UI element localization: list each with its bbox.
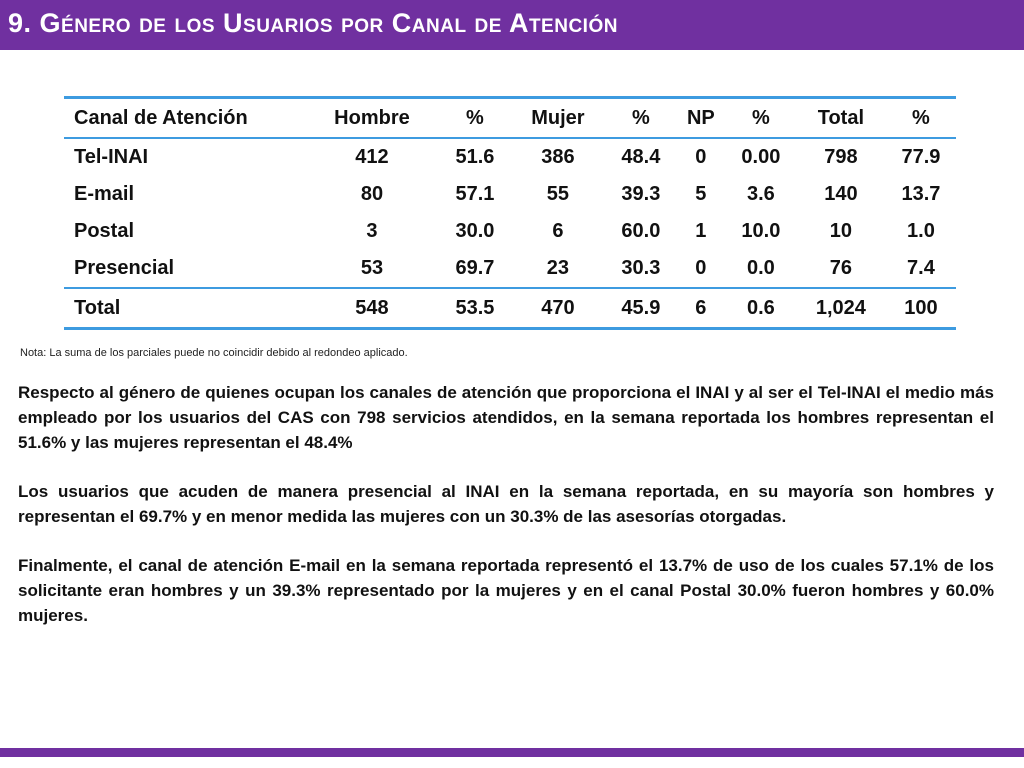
table-cell: 0.6 <box>725 287 796 327</box>
table-cell: 0.00 <box>741 146 781 168</box>
table-cell: 39.3 <box>621 183 661 205</box>
column-header: % <box>885 99 956 139</box>
table-cell: 0 <box>695 257 707 279</box>
table-cell: 48.4 <box>621 146 661 168</box>
table-cell: 798 <box>824 146 858 168</box>
table-cell: 6 <box>552 220 564 242</box>
table-cell: 1 <box>695 220 707 242</box>
table-cell: 386 <box>541 146 575 168</box>
table-cell: 0 <box>695 146 707 168</box>
table-cell: 7.4 <box>907 257 935 279</box>
table-cell: 60.0 <box>621 220 661 242</box>
column-header: Total <box>795 99 886 139</box>
table-cell: Presencial <box>74 257 175 279</box>
data-table: Canal de Atención Hombre % Mujer % NP % … <box>64 99 956 327</box>
table-cell: Tel-INAI <box>74 146 149 168</box>
paragraph: Respecto al género de quienes ocupan los… <box>18 383 994 452</box>
table-cell: 1,024 <box>795 287 886 327</box>
table-header-row: Canal de Atención Hombre % Mujer % NP % … <box>64 99 956 139</box>
table-cell: 0.0 <box>746 257 775 279</box>
table-cell: E-mail <box>74 183 135 205</box>
column-header: Mujer <box>509 99 606 139</box>
table-cell: 77.9 <box>901 146 941 168</box>
table-cell: 30.3 <box>621 257 661 279</box>
table-cell: 57.1 <box>455 183 495 205</box>
table-row: E-mail 80 57.1 55 39.3 5 3.6 140 13.7 <box>64 176 956 213</box>
table-cell: 548 <box>304 287 440 327</box>
table-cell: 5 <box>695 183 707 205</box>
table-cell: 1.0 <box>907 220 935 242</box>
table-cell: 53 <box>360 257 384 279</box>
column-header: % <box>725 99 796 139</box>
table-cell: 13.7 <box>901 183 941 205</box>
table-total-row: Total 548 53.5 470 45.9 6 0.6 1,024 100 <box>64 287 956 327</box>
table-note: Nota: La suma de los parciales puede no … <box>20 347 408 359</box>
table-row: Postal 3 30.0 6 60.0 1 10.0 10 1.0 <box>64 213 956 250</box>
table-cell: 470 <box>509 287 606 327</box>
table-cell: 23 <box>546 257 570 279</box>
table-cell: 6 <box>675 287 726 327</box>
bottom-bar <box>0 748 1024 757</box>
column-header: % <box>439 99 510 139</box>
table-row: Presencial 53 69.7 23 30.3 0 0.0 76 7.4 <box>64 250 956 288</box>
table-cell: 140 <box>824 183 858 205</box>
column-header: Canal de Atención <box>64 99 304 139</box>
body-text: Respecto al género de quienes ocupan los… <box>18 380 994 652</box>
table-cell: 30.0 <box>455 220 495 242</box>
table-cell: 55 <box>546 183 570 205</box>
table-cell: 100 <box>885 287 956 327</box>
table-cell: 10.0 <box>741 220 781 242</box>
page-title: 9. Género de los Usuarios por Canal de A… <box>8 8 618 38</box>
table-cell: 80 <box>360 183 384 205</box>
table-cell: 69.7 <box>455 257 495 279</box>
table-cell: 51.6 <box>455 146 495 168</box>
table-cell: 3.6 <box>746 183 775 205</box>
table-cell: 53.5 <box>439 287 510 327</box>
paragraph: Finalmente, el canal de atención E-mail … <box>18 556 994 625</box>
paragraph: Los usuarios que acuden de manera presen… <box>18 482 994 526</box>
gender-channel-table: Canal de Atención Hombre % Mujer % NP % … <box>64 96 956 330</box>
title-bar: 9. Género de los Usuarios por Canal de A… <box>0 0 1024 50</box>
table-cell: 3 <box>366 220 378 242</box>
column-header: % <box>605 99 676 139</box>
table-cell: 45.9 <box>605 287 676 327</box>
table-cell: 76 <box>829 257 853 279</box>
table-cell: 10 <box>829 220 853 242</box>
table-row: Tel-INAI 412 51.6 386 48.4 0 0.00 798 77… <box>64 138 956 176</box>
table-cell: Postal <box>74 220 135 242</box>
column-header: NP <box>675 99 726 139</box>
table-cell: 412 <box>355 146 389 168</box>
column-header: Hombre <box>304 99 440 139</box>
table-cell: Total <box>64 287 304 327</box>
